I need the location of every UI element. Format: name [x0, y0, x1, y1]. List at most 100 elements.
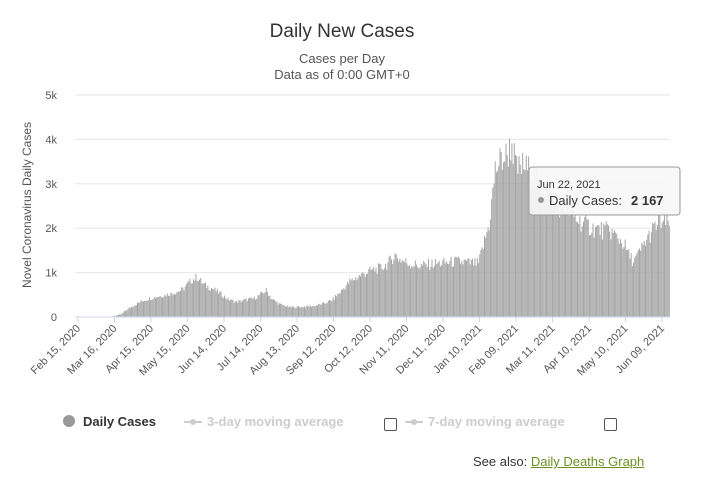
- bar: [516, 156, 518, 317]
- daily-deaths-graph-link[interactable]: Daily Deaths Graph: [530, 454, 645, 469]
- bar: [297, 306, 299, 317]
- bar: [350, 280, 352, 317]
- bar: [292, 306, 294, 317]
- bar: [156, 297, 158, 317]
- bar: [503, 162, 505, 317]
- 7-day-average-checkbox[interactable]: [604, 418, 617, 431]
- bar: [598, 225, 600, 317]
- bar: [195, 274, 197, 317]
- bar: [475, 265, 477, 317]
- bar: [323, 302, 325, 317]
- bar: [569, 209, 571, 317]
- bar: [237, 302, 239, 317]
- bar: [407, 266, 409, 317]
- bar: [549, 188, 551, 317]
- bar: [252, 298, 254, 317]
- bar: [364, 276, 366, 317]
- bar: [281, 304, 283, 317]
- bar: [115, 315, 117, 317]
- bar: [359, 276, 361, 317]
- bar: [172, 295, 174, 317]
- bar: [609, 231, 611, 317]
- bar: [287, 305, 289, 317]
- bar: [613, 230, 615, 317]
- bar: [182, 287, 184, 317]
- bar: [575, 221, 577, 317]
- bar: [618, 243, 620, 317]
- legend-item-daily-cases[interactable]: Daily Cases: [63, 414, 156, 429]
- bar: [337, 293, 339, 317]
- bar: [168, 295, 170, 317]
- bar: [545, 199, 547, 317]
- bar: [600, 222, 602, 317]
- bar: [492, 187, 494, 317]
- bar: [114, 315, 116, 317]
- 3-day-average-checkbox[interactable]: [384, 418, 397, 431]
- bar: [532, 188, 534, 317]
- bar: [282, 305, 284, 317]
- bar: [553, 196, 555, 317]
- bar: [235, 300, 237, 317]
- tooltip-value: 2 167: [631, 193, 664, 208]
- bar: [162, 297, 164, 317]
- bar: [634, 257, 636, 317]
- bar: [629, 258, 631, 317]
- bar: [468, 258, 470, 317]
- bar: [550, 192, 552, 317]
- bar: [452, 266, 454, 317]
- bar: [176, 292, 178, 317]
- bar: [603, 223, 605, 317]
- bar: [525, 155, 527, 317]
- bar: [126, 310, 128, 317]
- bar: [315, 305, 317, 317]
- bar: [137, 302, 139, 317]
- bar: [274, 299, 276, 317]
- bar: [148, 297, 150, 317]
- legend-7day-label: 7-day moving average: [428, 414, 565, 429]
- bar: [270, 298, 272, 317]
- bar: [557, 203, 559, 317]
- bar: [497, 170, 499, 317]
- bar: [139, 302, 141, 317]
- bar: [312, 306, 314, 317]
- bar: [592, 223, 594, 317]
- bar: [406, 263, 408, 317]
- bar: [586, 219, 588, 317]
- legend-7day-marker-icon: [411, 419, 417, 425]
- bar: [233, 302, 235, 317]
- bar: [402, 261, 404, 317]
- bar: [640, 250, 642, 317]
- bar: [500, 152, 502, 317]
- bar: [648, 230, 650, 317]
- bar: [560, 199, 562, 317]
- bar: [646, 239, 648, 317]
- bar: [328, 300, 330, 317]
- bar: [241, 300, 243, 317]
- bar: [256, 298, 258, 317]
- bar: [290, 307, 292, 317]
- bar: [299, 306, 301, 317]
- bar: [150, 300, 152, 317]
- bar: [405, 258, 407, 317]
- bar: [164, 294, 166, 317]
- bar: [536, 167, 538, 317]
- legend-item-3-day-moving-average[interactable]: 3-day moving average: [184, 414, 344, 429]
- bar: [554, 201, 556, 317]
- bar: [276, 301, 278, 317]
- bar: [394, 253, 396, 317]
- bar: [185, 284, 187, 317]
- bar: [547, 188, 549, 317]
- bar: [173, 293, 175, 317]
- bar: [206, 288, 208, 317]
- bar: [120, 314, 122, 317]
- bar: [140, 300, 142, 317]
- bar: [487, 227, 489, 317]
- bar: [599, 235, 601, 317]
- bar: [204, 282, 206, 317]
- legend-item-7-day-moving-average[interactable]: 7-day moving average: [405, 414, 565, 429]
- bar: [641, 242, 643, 317]
- bar: [423, 261, 425, 317]
- bar: [444, 263, 446, 317]
- bar: [658, 214, 660, 317]
- bar: [488, 230, 490, 317]
